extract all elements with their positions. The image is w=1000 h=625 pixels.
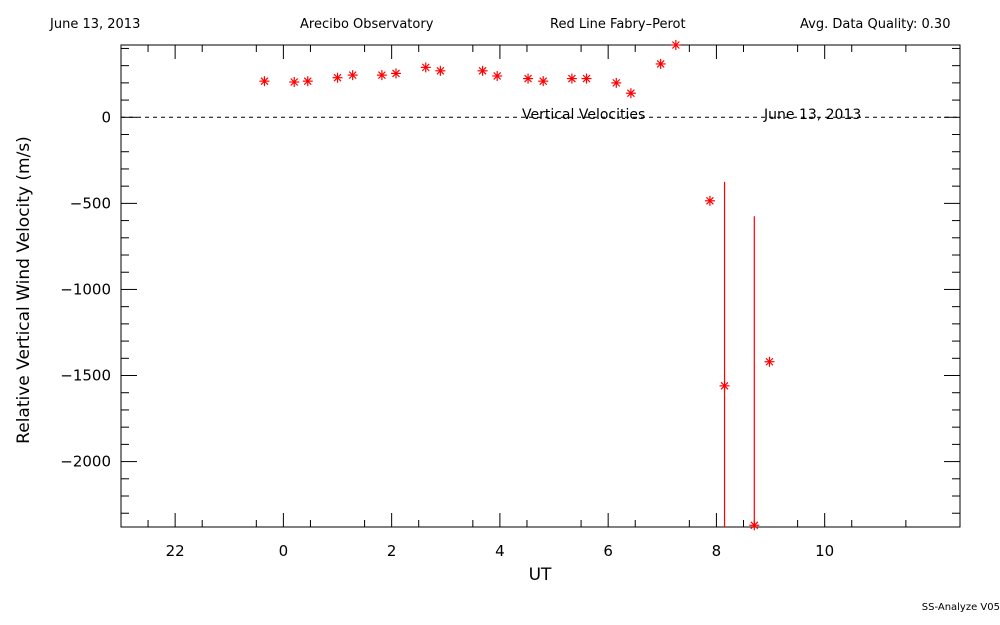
data-point: [347, 70, 358, 81]
data-point: [764, 356, 775, 367]
x-tick-labels: 22 0 2 4 6 8 10: [166, 542, 835, 560]
x-tick-label: 10: [815, 542, 834, 560]
data-point: [523, 73, 534, 84]
data-point-stroke: [612, 78, 621, 87]
axis-ticks: [121, 45, 961, 527]
data-point-stroke: [671, 41, 680, 49]
data-point: [625, 88, 636, 99]
x-axis-label: UT: [529, 565, 552, 585]
y-tick-labels: 0 −500 −1000 −1500 −2000: [60, 108, 111, 470]
data-point: [420, 62, 431, 73]
header-data-quality: Avg. Data Quality: 0.30: [800, 17, 951, 32]
data-point: [332, 72, 343, 83]
data-point-stroke: [392, 69, 400, 78]
y-axis-label: Relative Vertical Wind Velocity (m/s): [14, 136, 34, 444]
data-point-stroke: [348, 71, 357, 80]
data-point: [655, 58, 666, 69]
data-point: [749, 520, 760, 531]
annotation-vertical-velocities: Vertical Velocities: [522, 107, 645, 123]
y-tick-label: −500: [70, 194, 111, 212]
data-point: [566, 73, 577, 84]
data-point: [492, 70, 503, 81]
data-point: [719, 380, 730, 391]
data-point-stroke: [436, 66, 445, 75]
x-tick-label: 22: [166, 542, 185, 560]
y-tick-label: −2000: [60, 453, 111, 471]
data-point: [289, 77, 300, 88]
data-point-stroke: [377, 71, 386, 80]
data-point: [259, 76, 270, 87]
data-point-stroke: [626, 89, 635, 98]
data-point-stroke: [582, 74, 591, 83]
data-point-stroke: [260, 77, 269, 86]
data-point: [376, 70, 387, 81]
data-point: [670, 40, 681, 50]
data-point-stroke: [567, 74, 576, 83]
data-point: [435, 65, 446, 76]
data-point-stroke: [720, 381, 729, 390]
data-point-stroke: [750, 521, 759, 530]
header-date: June 13, 2013: [50, 17, 141, 32]
data-point: [611, 77, 622, 88]
data-point-stroke: [524, 74, 532, 83]
data-point-stroke: [539, 77, 548, 86]
data-point-stroke: [421, 63, 430, 72]
data-point: [390, 68, 401, 79]
header-observatory: Arecibo Observatory: [300, 17, 434, 32]
software-version: SS-Analyze V05: [921, 602, 1000, 613]
y-tick-label: −1000: [60, 280, 111, 298]
x-tick-label: 8: [712, 542, 722, 560]
data-point: [704, 195, 715, 206]
x-tick-label: 4: [495, 542, 505, 560]
y-tick-label: 0: [101, 108, 111, 126]
header-instrument: Red Line Fabry–Perot: [550, 17, 686, 32]
data-point-stroke: [333, 73, 342, 82]
data-point-stroke: [656, 60, 665, 68]
x-tick-label: 6: [603, 542, 613, 560]
data-point: [477, 65, 488, 76]
data-point-stroke: [493, 72, 502, 80]
data-point-stroke: [290, 78, 299, 86]
y-tick-label: −1500: [60, 367, 111, 385]
data-point: [302, 76, 313, 87]
data-point-stroke: [765, 357, 774, 366]
data-point-stroke: [705, 196, 714, 205]
annotation-date: June 13, 2013: [763, 107, 861, 123]
data-point: [538, 76, 549, 87]
data-point-stroke: [303, 77, 312, 86]
x-tick-label: 0: [279, 542, 289, 560]
data-point: [581, 73, 592, 84]
velocity-series: [259, 40, 775, 531]
x-tick-label: 2: [387, 542, 397, 560]
vertical-wind-chart: 22 0 2 4 6 8 10 0 −500 −1000 −1500 −2000 Vertical …: [14, 40, 961, 585]
data-point-stroke: [478, 66, 487, 75]
plot-frame: [120, 44, 961, 528]
